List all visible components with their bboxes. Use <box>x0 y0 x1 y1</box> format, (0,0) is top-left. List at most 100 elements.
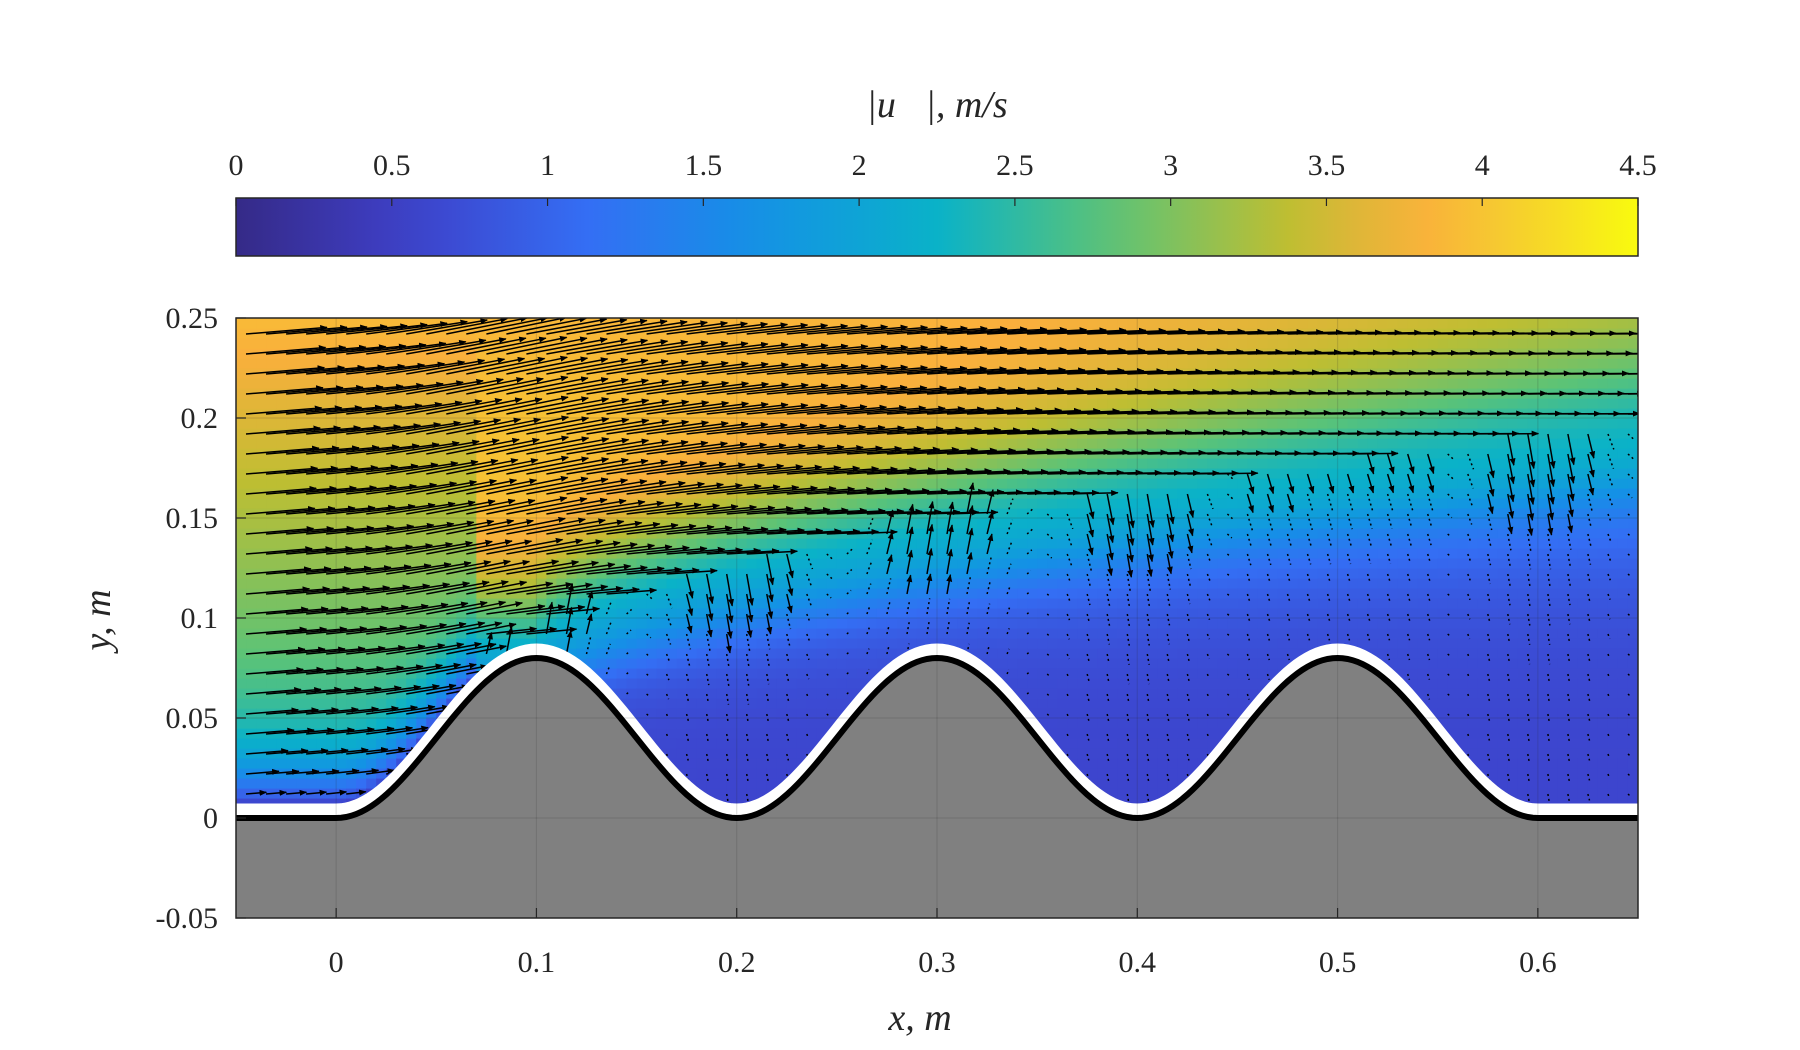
field-cell <box>1317 458 1329 469</box>
field-cell <box>596 548 608 559</box>
field-cell <box>236 548 247 559</box>
field-cell <box>1367 518 1379 529</box>
field-cell <box>826 558 838 569</box>
field-cell <box>1317 548 1329 559</box>
field-cell <box>286 658 297 669</box>
field-cell <box>346 718 357 729</box>
field-cell <box>796 438 808 449</box>
field-cell <box>396 708 407 719</box>
field-cell <box>1157 578 1168 589</box>
field-cell <box>256 578 267 589</box>
field-cell <box>1107 578 1118 589</box>
field-cell <box>246 778 257 789</box>
field-cell <box>1197 748 1208 759</box>
field-cell <box>806 458 818 469</box>
field-cell <box>296 598 307 609</box>
field-cell <box>916 628 928 639</box>
field-cell <box>716 728 728 739</box>
field-cell <box>676 678 688 689</box>
field-cell <box>236 448 247 459</box>
field-cell <box>1327 378 1339 389</box>
field-cell <box>856 418 868 429</box>
field-cell <box>896 418 908 429</box>
field-cell <box>436 588 447 599</box>
field-cell <box>656 558 668 569</box>
field-cell <box>636 428 648 439</box>
field-cell <box>987 378 998 389</box>
field-cell <box>436 558 447 569</box>
field-cell <box>1347 558 1359 569</box>
field-cell <box>426 678 437 689</box>
field-cell <box>1107 458 1118 469</box>
field-cell <box>896 528 908 539</box>
field-cell <box>1047 728 1058 739</box>
field-cell <box>796 688 808 699</box>
field-cell <box>236 568 247 579</box>
field-cell <box>1157 678 1168 689</box>
field-cell <box>626 628 638 639</box>
field-cell <box>1397 518 1409 529</box>
field-cell <box>1037 568 1048 579</box>
field-cell <box>1267 398 1279 409</box>
field-cell <box>796 738 808 749</box>
field-cell <box>1047 338 1058 349</box>
field-cell <box>686 688 698 699</box>
field-cell <box>366 338 377 349</box>
field-cell <box>396 728 407 739</box>
field-cell <box>1117 748 1128 759</box>
field-cell <box>676 528 688 539</box>
field-cell <box>496 348 507 359</box>
field-cell <box>476 488 487 499</box>
field-cell <box>1157 598 1168 609</box>
field-cell <box>1177 708 1188 719</box>
field-cell <box>376 448 387 459</box>
field-cell <box>366 698 377 709</box>
field-cell <box>1187 578 1198 589</box>
field-cell <box>706 378 718 389</box>
field-cell <box>666 628 678 639</box>
field-cell <box>1027 618 1038 629</box>
field-cell <box>636 358 648 369</box>
field-cell <box>1107 708 1118 719</box>
field-cell <box>967 458 978 469</box>
field-cell <box>676 708 688 719</box>
field-cell <box>1387 418 1399 429</box>
field-cell <box>1157 458 1168 469</box>
field-cell <box>846 318 858 329</box>
field-cell <box>1187 638 1198 649</box>
field-cell <box>356 648 367 659</box>
field-cell <box>796 568 808 579</box>
field-cell <box>326 358 337 369</box>
field-cell <box>266 338 277 349</box>
field-cell <box>336 568 347 579</box>
field-cell <box>766 678 778 689</box>
field-cell <box>596 618 608 629</box>
field-cell <box>286 358 297 369</box>
field-cell <box>296 638 307 649</box>
field-cell <box>1087 588 1098 599</box>
field-cell <box>856 638 868 649</box>
field-cell <box>1047 418 1058 429</box>
field-cell <box>836 688 848 699</box>
field-cell <box>1257 628 1269 639</box>
field-cell <box>846 618 858 629</box>
field-cell <box>736 758 748 769</box>
field-cell <box>296 578 307 589</box>
field-cell <box>416 488 427 499</box>
field-cell <box>1177 678 1188 689</box>
field-cell <box>696 388 708 399</box>
field-cell <box>1097 668 1108 679</box>
field-cell <box>926 638 938 649</box>
field-cell <box>937 558 948 569</box>
field-cell <box>316 718 327 729</box>
field-cell <box>967 318 978 329</box>
field-cell <box>416 628 427 639</box>
field-cell <box>676 628 688 639</box>
field-cell <box>776 368 788 379</box>
field-cell <box>636 638 648 649</box>
field-cell <box>656 678 668 689</box>
field-cell <box>376 388 387 399</box>
field-cell <box>276 578 287 589</box>
field-cell <box>957 638 968 649</box>
field-cell <box>696 328 708 339</box>
